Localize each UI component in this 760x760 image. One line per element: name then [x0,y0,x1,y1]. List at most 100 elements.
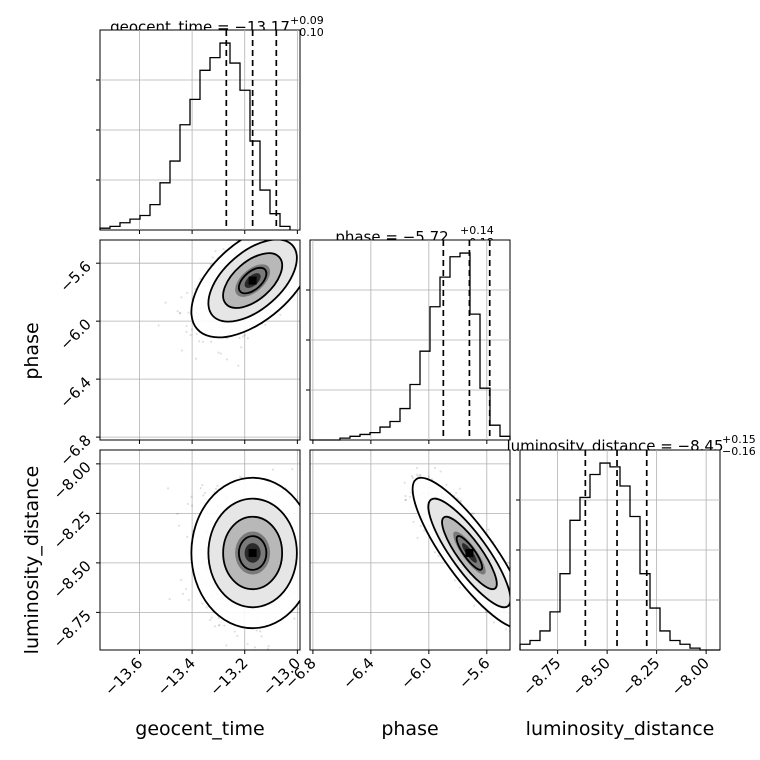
contour-3 [455,535,484,571]
sample-point [186,502,190,506]
sample-point [195,332,198,336]
sample-point [209,340,213,343]
sample-point [484,610,487,614]
sample-point [513,590,515,592]
sample-point [419,474,422,478]
sample-point [179,311,182,314]
sample-point [511,598,513,600]
sample-point [306,566,308,568]
sample-point [305,559,307,561]
sample-point [185,588,188,591]
sample-point [453,579,456,582]
sample-point [166,487,170,490]
sample-point [209,618,212,622]
sample-point [308,565,310,567]
sample-point [408,495,412,499]
sample-point [261,442,263,444]
sample-point [233,630,236,633]
sample-point [260,635,263,638]
title-luminosity-distance-plus: +0.15 [722,433,756,446]
sample-point [253,646,257,649]
sample-point [289,232,291,234]
sample-point [157,324,160,327]
sample-point [330,224,332,226]
sample-point [304,539,306,541]
sample-point [194,357,198,360]
y-tick-label-luminosity_distance: −8.50 [50,557,95,602]
x-tick-label-luminosity_distance: −8.25 [618,654,663,699]
sample-point [404,494,407,498]
sample-point [264,323,267,326]
sample-point [317,223,319,225]
sample-point [214,487,218,490]
title-luminosity-distance-minus: −0.16 [722,445,756,458]
sample-point [240,346,243,349]
sample-point [404,498,407,502]
sample-point [302,255,304,257]
sample-point [455,491,458,495]
sample-point [201,602,204,605]
sample-point [511,600,513,602]
sample-point [445,483,448,486]
sample-point [197,340,201,343]
sample-point [273,233,275,235]
sample-point [225,358,229,361]
sample-point [418,473,422,476]
sample-point [305,270,307,272]
sample-point [459,499,462,502]
sample-point [312,236,314,238]
y-tick-label-luminosity_distance: −8.75 [50,606,95,651]
sample-point [307,235,309,237]
xlabel-phase: phase [381,718,438,740]
sample-point [204,491,207,495]
sample-point [266,647,270,650]
sample-point [237,364,240,367]
ylabel-luminosity-distance: luminosity_distance [21,466,43,655]
sample-point [280,234,282,236]
sample-point [568,678,570,680]
sample-point [512,597,514,599]
sample-point [303,246,305,248]
plot-layer: −13.6 −13.4 −13.2 −13.0−6.8 −6.4 −6.0 −5.6 −8.7… [50,29,721,699]
sample-point [304,551,306,553]
sample-point [458,487,461,490]
x-tick-label-luminosity_distance: −8.50 [569,654,614,699]
x-tick-label-phase: −6.4 [339,654,377,692]
pair-panel-geocent_time-phase [96,223,332,444]
contour-0 [190,476,300,630]
sample-point [279,313,282,316]
contour-1 [207,497,298,609]
sample-point [271,468,275,471]
sample-point [210,616,213,619]
diag-panel-luminosity_distance [516,449,721,654]
sample-point [528,668,530,670]
sample-point [199,487,202,490]
sample-point [516,586,518,588]
sample-point [456,497,459,500]
sample-point [292,231,294,233]
density-peak [248,548,257,557]
sample-point [201,484,204,487]
sample-point [176,512,179,515]
sample-point [202,442,204,444]
sample-point [258,630,262,633]
sample-point [514,592,516,594]
y-tick-label-luminosity_distance: −8.25 [50,507,95,552]
sample-point [417,475,420,478]
sample-point [492,621,495,624]
sample-point [288,232,290,234]
sample-point [280,233,282,235]
sample-point [186,535,189,538]
x-tick-label-geocent_time: −13.6 [101,654,146,699]
sample-point [187,311,190,314]
sample-point [176,310,179,313]
contour-0 [190,240,300,339]
sample-point [304,519,306,521]
sample-point [187,598,190,602]
sample-point [423,529,426,532]
sample-point [178,312,181,315]
sample-point [289,233,291,235]
sample-point [217,616,220,620]
sample-point [303,572,305,574]
xlabel-geocent-time: geocent_time [135,718,264,740]
